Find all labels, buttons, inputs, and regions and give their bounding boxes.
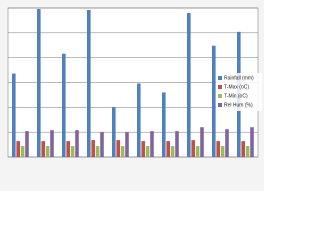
chart: Rainfall (mm) T-Max (oC) T-Min (oC) Rel Hum… [0,0,264,191]
legend-swatch [218,94,222,98]
bar [45,146,50,157]
bar [112,107,116,157]
bar [187,12,191,158]
bar [91,140,95,157]
legend-swatch [218,85,222,89]
legend-swatch [218,76,222,80]
bar [162,92,166,157]
legend-box [216,73,262,111]
bar [212,45,216,157]
bar [41,141,45,157]
bar [141,141,145,157]
bar [70,146,75,157]
legend-label: T-Min (oC) [224,93,248,99]
bar [216,141,220,157]
legend-swatch [218,103,222,107]
bar [66,141,70,157]
bar [191,140,195,157]
bar [245,146,250,157]
bar [137,83,141,157]
bar [225,129,229,157]
bar [16,141,20,157]
bar [175,131,179,157]
legend-label: T-Max (oC) [224,84,249,90]
bar [200,127,204,157]
bar [75,130,79,157]
bar [250,127,254,157]
bar [12,73,16,157]
legend-label: Rel Hum (%) [224,102,253,108]
bar [100,132,104,157]
bar [62,53,66,158]
bar [20,146,25,157]
bar [50,130,54,157]
bar [37,8,41,158]
bar [95,146,100,157]
bar [25,131,29,157]
legend-label: Rainfall (mm) [224,75,254,81]
bar [195,146,200,157]
bar [125,132,129,157]
bar [145,146,150,157]
bar [220,146,225,157]
bar [120,146,125,157]
bar [166,141,170,157]
bar [170,146,175,157]
bar [116,140,120,157]
bar [150,131,154,157]
bar [241,141,245,157]
bar [87,9,91,158]
